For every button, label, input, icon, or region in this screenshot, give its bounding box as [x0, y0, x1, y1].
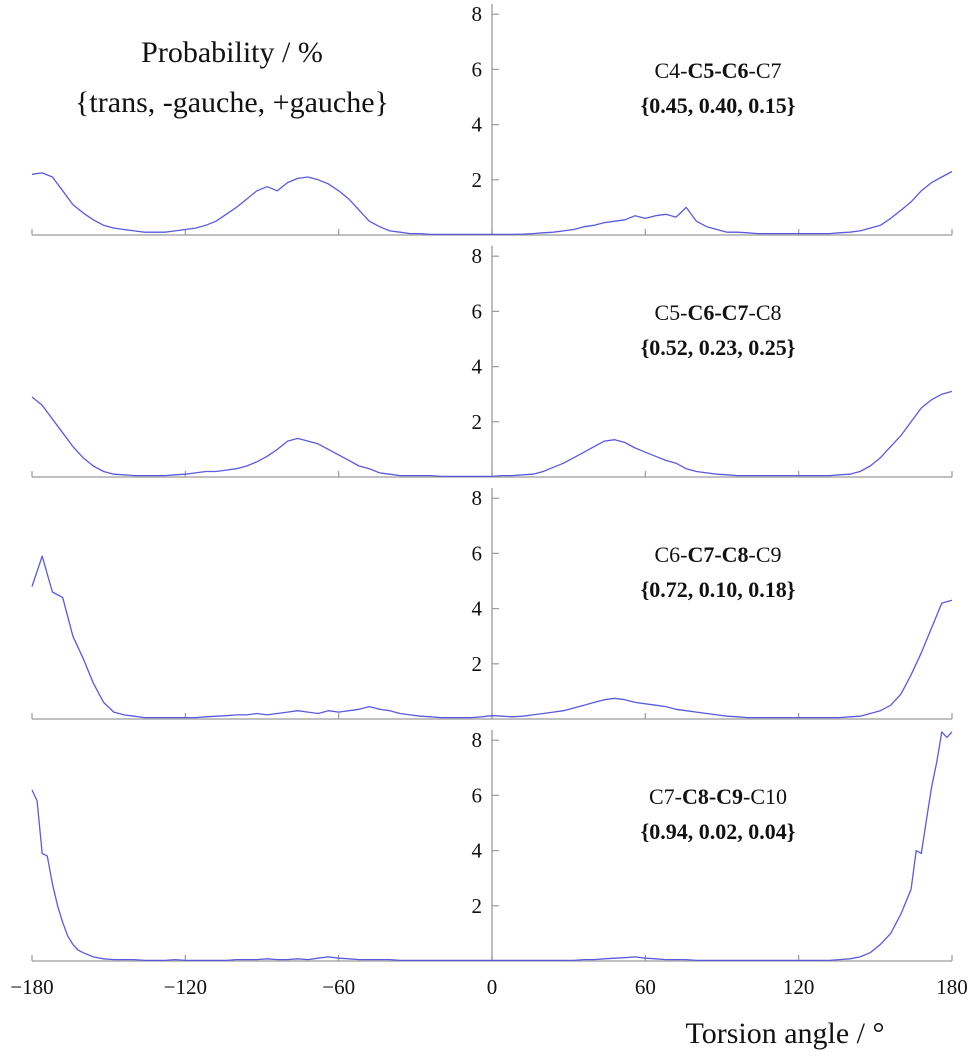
legend-conformer-order-label: {trans, -gauche, +gauche}: [75, 86, 389, 119]
panel-1-dihedral-label: C4-C5-C6-C7: [654, 58, 781, 83]
panel-3-y-tick-label-8: 8: [472, 486, 483, 510]
panel-4-y-tick-label-6: 6: [472, 783, 483, 807]
legend-probability-label: Probability / %: [141, 36, 323, 69]
x-axis: −180 −120 −60 0 60 120 180: [10, 975, 967, 999]
x-tick-label--120: −120: [164, 975, 207, 999]
panel-3-dihedral-label: C6-C7-C8-C9: [654, 542, 781, 567]
panel-3-y-tick-label-4: 4: [472, 597, 483, 621]
panel-3-series-line: [31, 555, 953, 719]
panel-3-dihedral-part-1: C6-: [654, 542, 687, 567]
panel-2-series-line: [31, 390, 953, 478]
panel-4-y-tick-label-2: 2: [472, 894, 483, 918]
panel-1-y-tick-label-4: 4: [472, 113, 483, 137]
panel-3: 2 4 6 8 C6-C7-C8-C9 {0.72, 0.10, 0.18}: [31, 486, 953, 720]
panel-4-y-tick-label-4: 4: [472, 839, 483, 863]
x-tick-label--60: −60: [322, 975, 355, 999]
panel-2-dihedral-part-2: C6-C7: [687, 300, 748, 325]
panel-1-series-line: [31, 170, 953, 236]
panel-2-y-tick-label-2: 2: [472, 410, 483, 434]
panel-4: 2 4 6 8 C7-C8-C9-C10 {0.94, 0.02, 0.04}: [31, 728, 953, 962]
panel-2-dihedral-part-3: -C8: [749, 300, 782, 325]
panel-3-y-tick-label-6: 6: [472, 541, 483, 565]
panel-1-probability-values: {0.45, 0.40, 0.15}: [641, 93, 796, 118]
panel-4-y-tick-label-8: 8: [472, 728, 483, 752]
panel-1-dihedral-part-1: C4-: [654, 58, 687, 83]
x-tick-label-0: 0: [487, 975, 498, 999]
panel-2-y-tick-label-6: 6: [472, 299, 483, 323]
panel-2-y-tick-label-8: 8: [472, 244, 483, 268]
x-tick-label-120: 120: [783, 975, 815, 999]
panel-1: 2 4 6 8 C4-C5-C6-C7 {0.45, 0.40, 0.15}: [31, 2, 953, 236]
panel-2-y-tick-label-4: 4: [472, 355, 483, 379]
panel-4-series-line: [31, 731, 953, 962]
panel-1-y-tick-label-6: 6: [472, 57, 483, 81]
panel-2-dihedral-label: C5-C6-C7-C8: [654, 300, 781, 325]
panel-1-dihedral-part-2: C5-C6: [687, 58, 748, 83]
panel-3-probability-values: {0.72, 0.10, 0.18}: [641, 577, 796, 602]
panel-1-y-tick-label-8: 8: [472, 2, 483, 26]
legend: Probability / % {trans, -gauche, +gauche…: [75, 36, 389, 119]
panel-4-dihedral-label: C7-C8-C9-C10: [649, 784, 787, 809]
panel-4-dihedral-part-3: -C10: [743, 784, 787, 809]
x-tick-label--180: −180: [10, 975, 53, 999]
panel-3-dihedral-part-3: -C9: [749, 542, 782, 567]
x-tick-label-180: 180: [936, 975, 968, 999]
panel-4-dihedral-part-1: C7-: [649, 784, 682, 809]
panel-3-dihedral-part-2: C7-C8: [687, 542, 748, 567]
panel-2-dihedral-part-1: C5-: [654, 300, 687, 325]
panel-3-y-tick-label-2: 2: [472, 652, 483, 676]
x-axis-label: Torsion angle / °: [685, 1017, 884, 1050]
panel-4-probability-values: {0.94, 0.02, 0.04}: [641, 819, 796, 844]
x-tick-label-60: 60: [635, 975, 656, 999]
panel-1-y-tick-label-2: 2: [472, 168, 483, 192]
panel-2-probability-values: {0.52, 0.23, 0.25}: [641, 335, 796, 360]
panel-4-dihedral-part-2: C8-C9: [682, 784, 743, 809]
panel-1-dihedral-part-3: -C7: [749, 58, 782, 83]
panel-2: 2 4 6 8 C5-C6-C7-C8 {0.52, 0.23, 0.25}: [31, 244, 953, 478]
